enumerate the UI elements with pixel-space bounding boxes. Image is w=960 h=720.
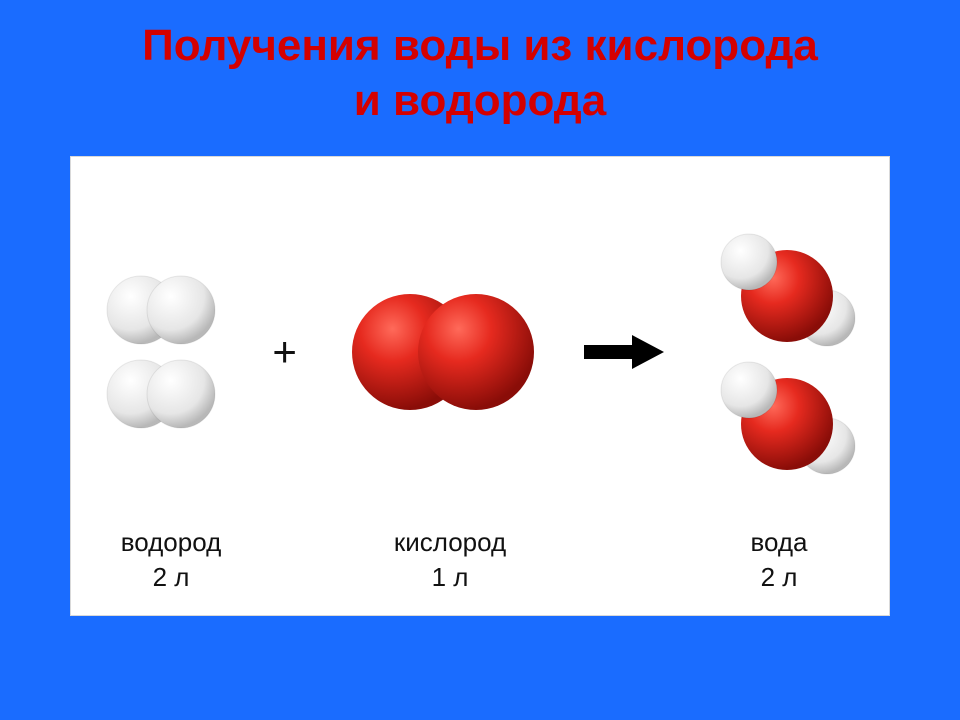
h2o-molecule-icon: [709, 228, 859, 348]
plus-symbol: +: [266, 328, 303, 376]
h2-molecule-icon: [101, 358, 221, 430]
reaction-diagram-panel: +: [70, 156, 890, 616]
hydrogen-label: водород 2 л: [101, 525, 241, 595]
reaction-row: +: [71, 157, 889, 517]
label-spacer: [278, 525, 318, 595]
hydrogen-label-qty: 2 л: [101, 560, 241, 595]
title-line-2: и водорода: [142, 73, 818, 128]
hydrogen-group: [101, 274, 221, 430]
o2-molecule-icon: [348, 287, 538, 417]
label-spacer: [582, 525, 662, 595]
page-title: Получения воды из кислорода и водорода: [102, 0, 858, 128]
water-label: вода 2 л: [699, 525, 859, 595]
oxygen-label-qty: 1 л: [355, 560, 545, 595]
oxygen-group: [348, 287, 538, 417]
h2o-molecule-icon: [709, 356, 859, 476]
arrow-icon: [584, 332, 664, 372]
water-label-name: вода: [699, 525, 859, 560]
oxygen-label: кислород 1 л: [355, 525, 545, 595]
h2-molecule-icon: [101, 274, 221, 346]
title-line-1: Получения воды из кислорода: [142, 18, 818, 73]
oxygen-label-name: кислород: [355, 525, 545, 560]
water-label-qty: 2 л: [699, 560, 859, 595]
hydrogen-label-name: водород: [101, 525, 241, 560]
page-background: Получения воды из кислорода и водорода: [0, 0, 960, 720]
water-group: [709, 228, 859, 476]
labels-row: водород 2 л кислород 1 л вода 2 л: [71, 517, 889, 615]
